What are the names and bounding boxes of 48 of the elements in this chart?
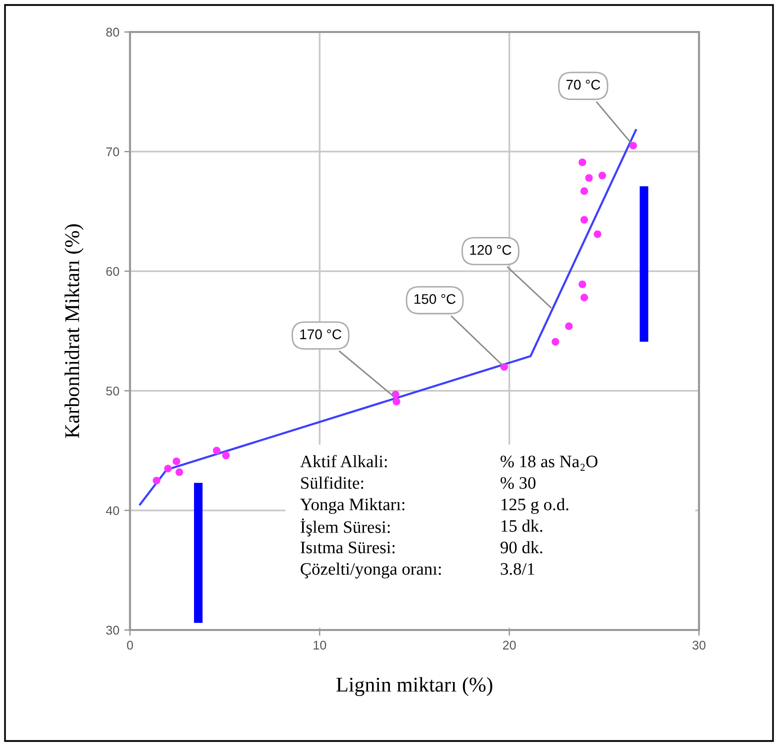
x-tick-label: 0 xyxy=(127,640,133,650)
point xyxy=(585,174,593,182)
annotation: 90 dk. xyxy=(500,541,542,554)
annotation: 150 °C xyxy=(414,294,456,304)
point xyxy=(500,363,508,371)
point xyxy=(578,158,586,166)
point xyxy=(172,458,180,466)
point xyxy=(580,294,588,302)
x-tick-label: 30 xyxy=(692,640,706,650)
annotation: Çözelti/yonga oranı: xyxy=(300,562,441,578)
annotation: % 18 as Na₂O xyxy=(500,456,598,471)
annotation: Aktif Alkali: xyxy=(300,454,387,468)
annotation: 170 °C xyxy=(300,329,342,340)
x-tick-label: 20 xyxy=(503,640,516,650)
point xyxy=(580,216,588,224)
point xyxy=(164,464,172,472)
y-tick-label: 70 xyxy=(106,147,120,156)
annotation: % 30 xyxy=(500,477,536,489)
annotation: 125 g o.d. xyxy=(502,498,568,514)
annotation: 70 °C xyxy=(566,80,600,90)
annotation: Isıtma Süresi: xyxy=(300,542,395,554)
point xyxy=(176,468,184,476)
y-tick-label: 80 xyxy=(106,28,120,37)
point xyxy=(594,230,602,238)
point xyxy=(392,390,400,398)
y-tick-label: 40 xyxy=(106,506,120,516)
x-tick-label: 10 xyxy=(314,640,326,650)
annotation: İşlem Süresi: xyxy=(300,518,390,536)
point xyxy=(212,446,220,454)
point xyxy=(629,142,637,150)
y-tick-label: 60 xyxy=(106,267,120,276)
annotation: 120 °C xyxy=(470,245,512,255)
point xyxy=(222,452,230,460)
annotation: Sülfidite: xyxy=(301,476,364,489)
annotation: Yonga Miktarı: xyxy=(300,498,404,514)
y-axis-title: Karbonhidrat Miktarı (%) xyxy=(64,224,84,438)
point xyxy=(598,172,606,180)
point xyxy=(552,338,560,346)
x-axis-title: Lignin miktarı (%) xyxy=(336,677,492,696)
annotation: 3.8/1 xyxy=(500,563,534,575)
point xyxy=(392,398,400,406)
y-tick-label: 50 xyxy=(106,386,120,396)
point xyxy=(580,187,588,195)
y-tick-label: 30 xyxy=(106,626,120,635)
point xyxy=(565,322,573,330)
point xyxy=(152,476,160,484)
annotation: 15 dk. xyxy=(502,520,542,532)
point xyxy=(578,280,586,288)
